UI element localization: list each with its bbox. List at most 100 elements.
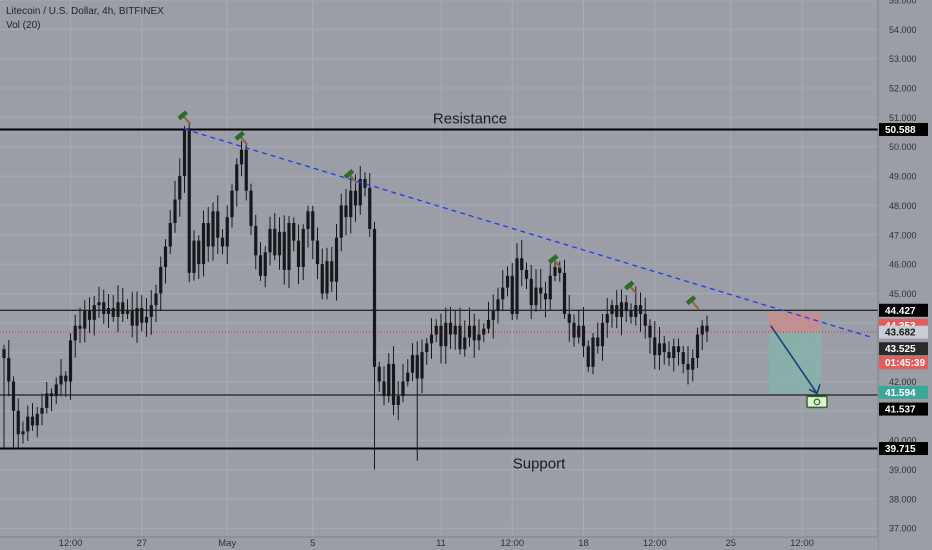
price-tick-label: 54.000 [889, 25, 917, 35]
candle-body [334, 237, 339, 282]
candle-body [59, 375, 63, 385]
candle-body [21, 431, 25, 435]
time-tick-label: 18 [578, 538, 589, 549]
hammer-handle [552, 258, 562, 269]
candle-body [477, 334, 481, 341]
candle-body [491, 311, 495, 320]
time-axis[interactable] [0, 537, 878, 550]
candle-body [97, 302, 101, 306]
candle-body [173, 199, 177, 224]
candle-body [235, 164, 239, 191]
candle-body [92, 305, 96, 320]
candle-body [401, 381, 405, 397]
price-tick-label: 48.000 [889, 201, 917, 211]
candle-body [681, 352, 685, 364]
candle-body [54, 384, 58, 397]
trend-line[interactable] [184, 128, 873, 339]
candle-body [358, 179, 362, 206]
candle-body [178, 176, 182, 200]
candle-body [667, 352, 671, 358]
candle-body [140, 308, 144, 323]
support-price-label: 39.715 [885, 444, 916, 455]
candle-body [197, 240, 201, 265]
range-bottom-price-label: 41.537 [885, 405, 916, 416]
candle-body [648, 325, 652, 338]
support-price-tag [879, 442, 928, 456]
candle-body [377, 366, 381, 382]
candle-body [187, 129, 191, 273]
hammer-handle [348, 173, 358, 184]
candle-body [282, 231, 286, 270]
candle-body [458, 325, 462, 350]
candle-body [558, 267, 562, 273]
price-tick-label: 53.000 [889, 54, 917, 64]
candle-body [610, 305, 614, 314]
candle-body [116, 302, 120, 317]
candle-body [529, 278, 533, 306]
price-tick-label: 55.000 [889, 0, 917, 6]
candle-body [496, 299, 500, 312]
price-axis[interactable] [878, 0, 932, 550]
candle-body [230, 190, 234, 218]
projection-arrow[interactable] [770, 325, 818, 394]
candle-body [244, 149, 248, 191]
candle-body [586, 346, 590, 367]
resistance-price-tag [879, 122, 928, 136]
hammer-icon [623, 280, 638, 296]
trend-price-tag [879, 342, 928, 356]
candle-body [577, 325, 581, 338]
candle-body [686, 363, 690, 370]
candle-body [534, 287, 538, 306]
candle-body [349, 190, 353, 218]
candle-body [662, 343, 666, 353]
candle-body [135, 308, 139, 326]
candle-body [268, 228, 272, 253]
candle-body [634, 305, 638, 317]
price-tick-label: 37.000 [889, 524, 917, 534]
candle-body [463, 337, 467, 350]
candle-body [510, 275, 514, 314]
candle-body [406, 372, 410, 382]
candle-body [330, 261, 334, 282]
candle-body [439, 325, 443, 347]
candle-body [543, 293, 548, 300]
candle-body [254, 225, 258, 256]
symbol-title[interactable]: Litecoin / U.S. Dollar, 4h, BITFINEX [6, 6, 164, 17]
resistance-caption: Resistance [433, 110, 507, 127]
hammer-icon [177, 110, 192, 125]
candle-body [520, 258, 524, 270]
price-tick-label: 45.000 [889, 289, 917, 299]
candle-body [572, 322, 576, 338]
candle-body [363, 179, 367, 188]
stop-loss-zone[interactable] [768, 312, 821, 333]
take-profit-zone[interactable] [768, 332, 821, 394]
hammer-icon [234, 130, 249, 146]
candle-body [73, 325, 77, 341]
target-price-label: 41.594 [885, 388, 916, 399]
candle-body [539, 287, 543, 294]
candle-body [68, 340, 73, 382]
current-price-tag [879, 325, 928, 339]
volume-indicator-label[interactable]: Vol (20) [6, 20, 41, 31]
candle-body [258, 255, 263, 276]
candle-body [125, 311, 130, 314]
support-caption: Support [513, 456, 566, 473]
time-tick-label: 12:00 [643, 538, 667, 549]
candle-body [391, 363, 396, 405]
trend-price-label: 43.525 [885, 344, 916, 355]
candle-body [467, 325, 472, 338]
candle-body [78, 325, 82, 329]
candle-body [368, 187, 372, 229]
candle-body [168, 223, 172, 247]
candle-body [35, 413, 39, 426]
candle-body [629, 311, 633, 317]
dollar-note-coin [813, 398, 821, 406]
candle-body [653, 337, 657, 356]
candle-body [396, 396, 400, 405]
candle-body [562, 272, 567, 314]
chart-legend: Litecoin / U.S. Dollar, 4h, BITFINEX Vol… [6, 5, 164, 33]
time-tick-label: 27 [136, 538, 147, 549]
candle-body [320, 264, 324, 294]
